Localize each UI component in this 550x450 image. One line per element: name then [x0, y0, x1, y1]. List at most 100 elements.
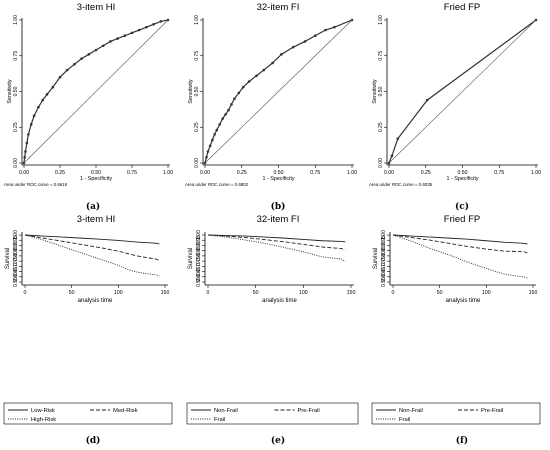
roc-point: [101, 44, 105, 48]
roc-point: [58, 75, 62, 79]
y-axis-label: Sensitivity: [372, 79, 378, 104]
x-axis-label: 1 - Specificity: [446, 176, 478, 182]
x-tick-label: 0.50: [91, 170, 101, 176]
y-tick-label: 0.75: [194, 51, 200, 61]
x-tick-label: 150: [529, 290, 538, 296]
legend-box: [186, 402, 359, 425]
y-axis-label: Survival: [373, 248, 379, 269]
y-tick-label: 0.75: [196, 256, 202, 266]
y-tick-label: 0.85: [196, 246, 202, 256]
roc-point: [396, 137, 400, 140]
chart-panel-d: 3-item HI 0.550.600.650.700.750.800.850.9…: [3, 214, 173, 446]
auc-note: Area under ROC curve = 0.6619: [4, 182, 68, 187]
legend-box: [371, 402, 541, 425]
roc-point: [247, 80, 251, 83]
x-tick-label: 50: [253, 290, 259, 296]
reference-line: [204, 19, 353, 164]
chart-title: 32-item FI: [257, 2, 300, 13]
roc-point: [152, 22, 155, 26]
y-tick-label: 0.90: [13, 240, 19, 250]
auc-note: Area under ROC curve = 0.6035: [369, 182, 433, 187]
panel-label: (d): [86, 435, 101, 446]
y-tick-label: 0.70: [196, 261, 202, 271]
y-axis-label: Survival: [5, 248, 11, 269]
y-tick-label: 0.65: [13, 266, 19, 276]
y-tick-label: 0.95: [381, 235, 387, 245]
y-tick-label: 0.95: [13, 235, 19, 245]
x-tick-label: 0.75: [127, 170, 137, 176]
y-tick-label: 0.90: [196, 240, 202, 250]
y-tick-label: 0.80: [381, 251, 387, 261]
roc-point: [255, 74, 258, 78]
roc-point: [425, 98, 429, 102]
survival-line-1: [24, 234, 160, 262]
panel-label: (a): [86, 201, 100, 212]
roc-point: [291, 45, 295, 49]
y-tick-label: 0.75: [13, 256, 19, 266]
x-axis-label: 1 - Specificity: [262, 176, 294, 182]
y-tick-label: 0.25: [13, 122, 19, 132]
x-axis-label: analysis time: [446, 298, 481, 304]
roc-point: [25, 141, 29, 145]
roc-point: [205, 155, 208, 159]
x-tick-label: 50: [437, 290, 443, 296]
x-tick-label: 0.00: [200, 170, 210, 176]
x-tick-label: 1.00: [163, 170, 173, 176]
legend-label: Low-Risk: [31, 408, 55, 414]
roc-point: [94, 48, 98, 52]
x-tick-label: 150: [347, 290, 356, 296]
x-axis-label: 1 - Specificity: [80, 176, 112, 182]
survival-line-0: [207, 234, 346, 243]
roc-point: [145, 25, 148, 29]
roc-point: [45, 93, 49, 96]
y-tick-label: 0.25: [378, 122, 384, 132]
y-tick-label: 1.00: [13, 230, 19, 240]
roc-point: [80, 57, 83, 60]
roc-point: [213, 133, 216, 136]
y-tick-label: 0.60: [196, 272, 202, 282]
legend-label: Frail: [214, 417, 225, 423]
roc-point: [137, 28, 141, 32]
y-tick-label: 1.00: [381, 230, 387, 240]
survival-line-1: [207, 234, 346, 251]
x-tick-label: 50: [69, 290, 75, 296]
panel-label: (e): [271, 435, 285, 446]
roc-point: [215, 128, 219, 132]
survival-line-2: [392, 234, 528, 279]
chart-panel-c: Fried FP 0.00 0.25 0.50 0.75 1.00 0.00 0.25 0.50…: [369, 2, 541, 212]
panel-label: (f): [456, 435, 468, 446]
survival-line-2: [207, 234, 346, 263]
roc-point: [23, 155, 27, 159]
legend-label: Pre-Frail: [481, 408, 503, 414]
legend-label: Med-Risk: [113, 408, 138, 414]
roc-point: [206, 150, 210, 153]
roc-point: [262, 68, 266, 72]
y-tick-label: 0.25: [194, 122, 200, 132]
x-tick-label: 1.00: [347, 170, 357, 176]
roc-point: [208, 144, 212, 148]
roc-point: [218, 123, 221, 126]
legend-label: High-Risk: [31, 417, 56, 423]
reference-line: [23, 19, 169, 164]
roc-point: [227, 108, 230, 112]
x-tick-label: 0.00: [19, 170, 29, 176]
roc-point: [241, 85, 245, 89]
x-tick-label: 100: [299, 290, 308, 296]
y-tick-label: 1.00: [378, 15, 384, 25]
y-tick-label: 0.95: [196, 235, 202, 245]
x-tick-label: 0: [392, 290, 395, 296]
x-tick-label: 0: [24, 290, 27, 296]
y-tick-label: 0.50: [194, 86, 200, 96]
roc-point: [73, 63, 76, 66]
roc-point: [221, 117, 224, 120]
chart-panel-f: Fried FP 0.550.600.650.700.750.800.850.90…: [371, 214, 541, 446]
x-tick-label: 0.25: [237, 170, 247, 176]
x-tick-label: 0.50: [457, 170, 467, 176]
y-tick-label: 0.90: [381, 240, 387, 250]
legend-label: Pre-Frail: [298, 408, 320, 414]
x-axis-label: analysis time: [262, 298, 297, 304]
survival-line-0: [392, 234, 528, 245]
chart-title: Fried FP: [444, 2, 480, 13]
y-tick-label: 1.00: [13, 15, 19, 25]
